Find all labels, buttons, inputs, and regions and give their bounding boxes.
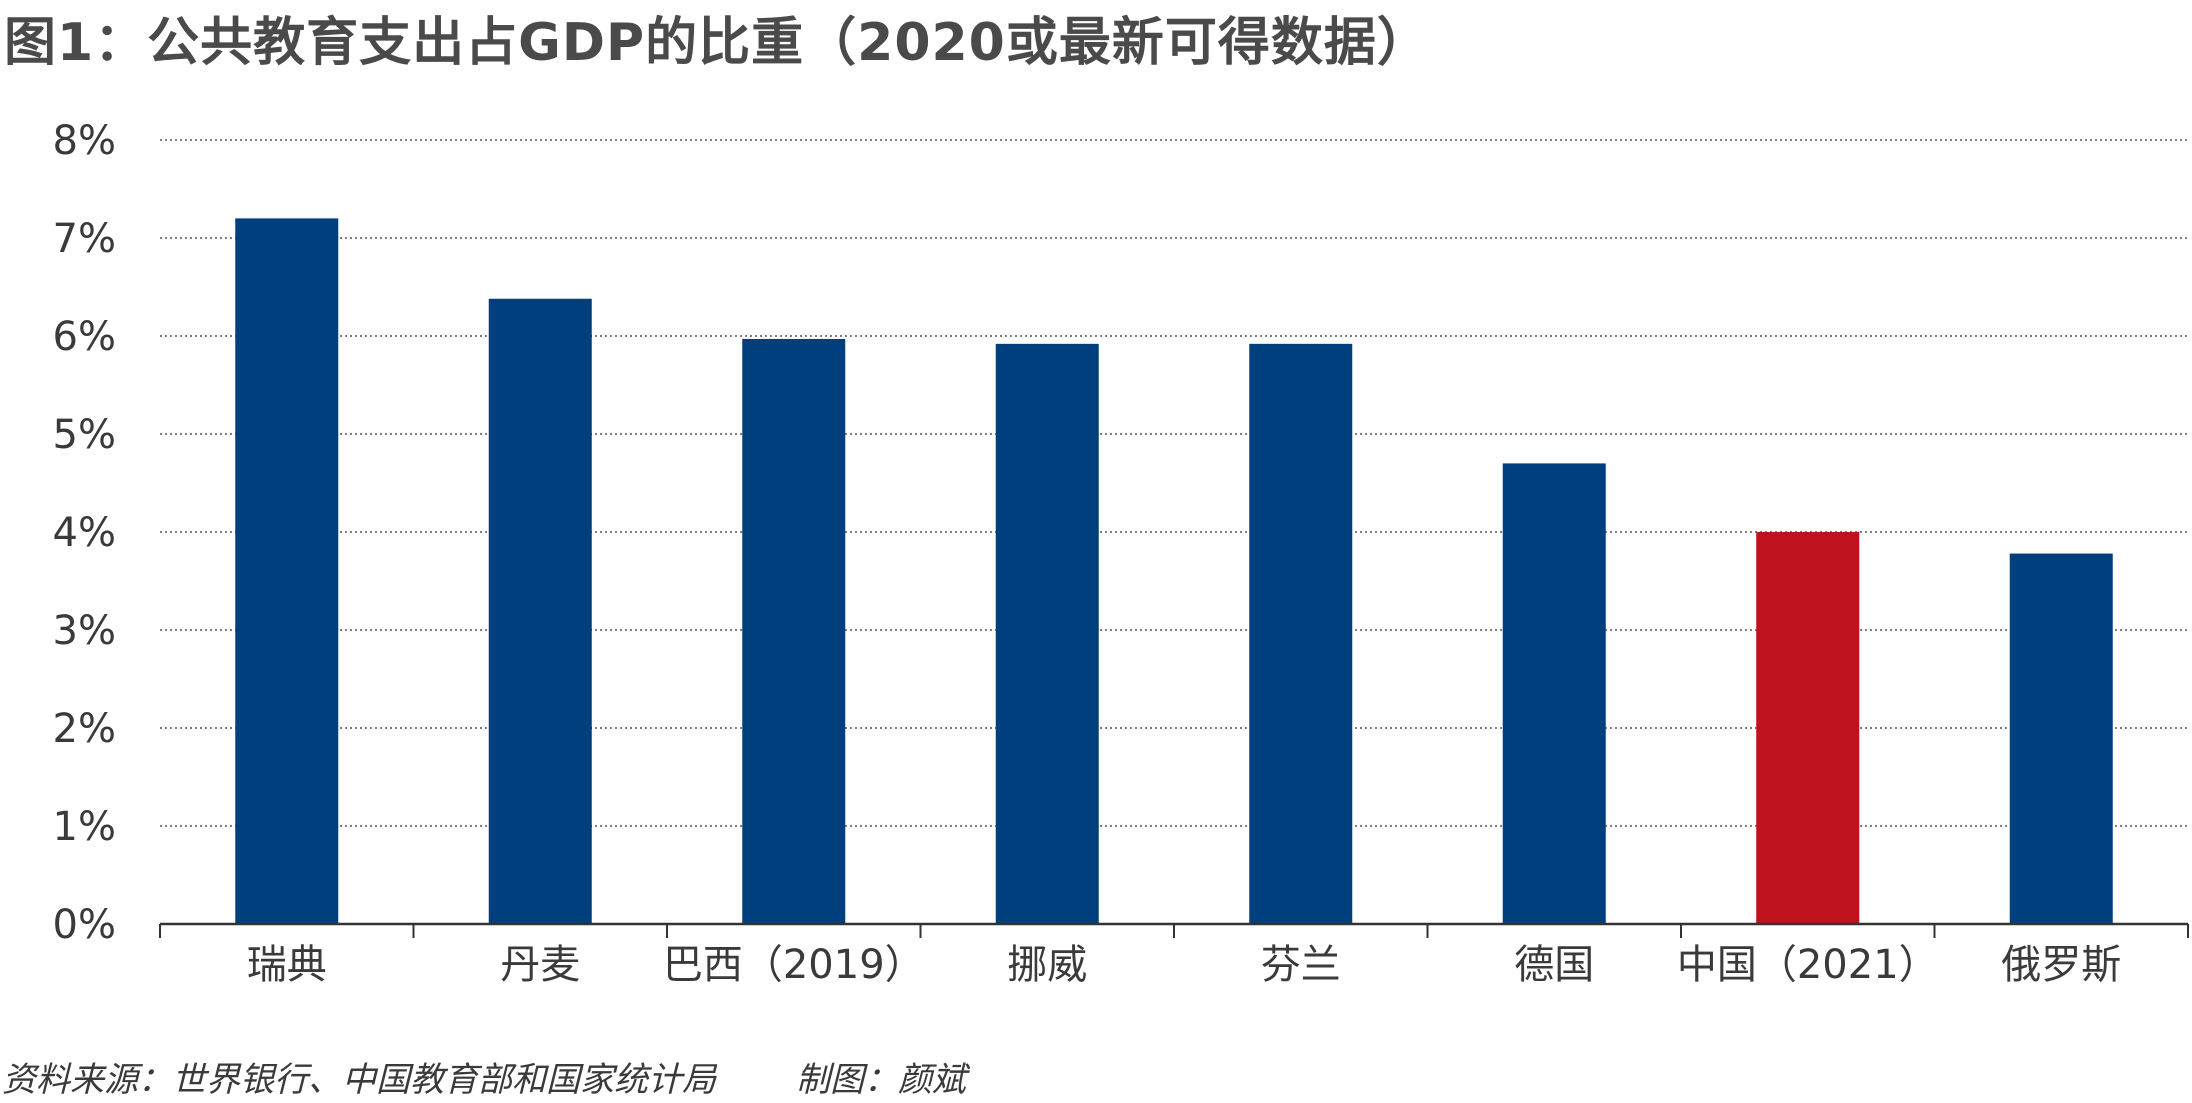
- y-tick-label: 8%: [53, 118, 116, 164]
- x-category-label: 德国: [1514, 942, 1594, 988]
- bar-1: [235, 218, 339, 924]
- x-category-label: 挪威: [1007, 942, 1087, 988]
- bar-6: [1502, 463, 1606, 924]
- bar-3: [742, 338, 846, 924]
- x-category-label: 丹麦: [500, 942, 580, 988]
- bar-5: [1249, 343, 1353, 925]
- x-category-label: 俄罗斯: [2001, 942, 2121, 988]
- x-category-label: 瑞典: [247, 942, 327, 988]
- bar-4: [995, 343, 1099, 925]
- source-note: 资料来源：世界银行、中国教育部和国家统计局: [2, 1060, 716, 1100]
- y-axis-tick-labels: 0% 1% 2% 3% 4% 5% 6% 7% 8%: [53, 118, 116, 948]
- y-tick-label: 1%: [53, 804, 116, 850]
- y-tick-label: 7%: [53, 216, 116, 262]
- y-tick-label: 3%: [53, 608, 116, 654]
- x-category-label: 芬兰: [1261, 942, 1341, 988]
- y-tick-label: 6%: [53, 314, 116, 360]
- y-tick-label: 4%: [53, 510, 116, 556]
- footer: 资料来源：世界银行、中国教育部和国家统计局 制图：颜斌: [2, 1052, 966, 1101]
- y-tick-label: 0%: [53, 902, 116, 948]
- x-category-label: 中国（2021）: [1677, 942, 1939, 988]
- bars: [235, 218, 2113, 925]
- x-axis-category-labels: 瑞典 丹麦 巴西（2019） 挪威 芬兰 德国 中国（2021） 俄罗斯: [247, 942, 2122, 988]
- x-axis: [159, 922, 2189, 938]
- author-credit: 制图：颜斌: [796, 1060, 966, 1100]
- y-tick-label: 2%: [53, 706, 116, 752]
- bar-8: [2009, 553, 2113, 924]
- x-category-label: 巴西（2019）: [663, 942, 925, 988]
- chart-title: 图1：公共教育支出占GDP的比重（2020或最新可得数据）: [4, 13, 1430, 73]
- y-tick-label: 5%: [53, 412, 116, 458]
- bar-2: [488, 298, 592, 924]
- bar-7: [1756, 532, 1860, 924]
- gridlines: [160, 139, 2188, 827]
- bar-chart: 0% 1% 2% 3% 4% 5% 6% 7% 8% 瑞典 丹麦 巴西（2019） 挪威 芬兰 德国 中国（…: [53, 118, 2189, 988]
